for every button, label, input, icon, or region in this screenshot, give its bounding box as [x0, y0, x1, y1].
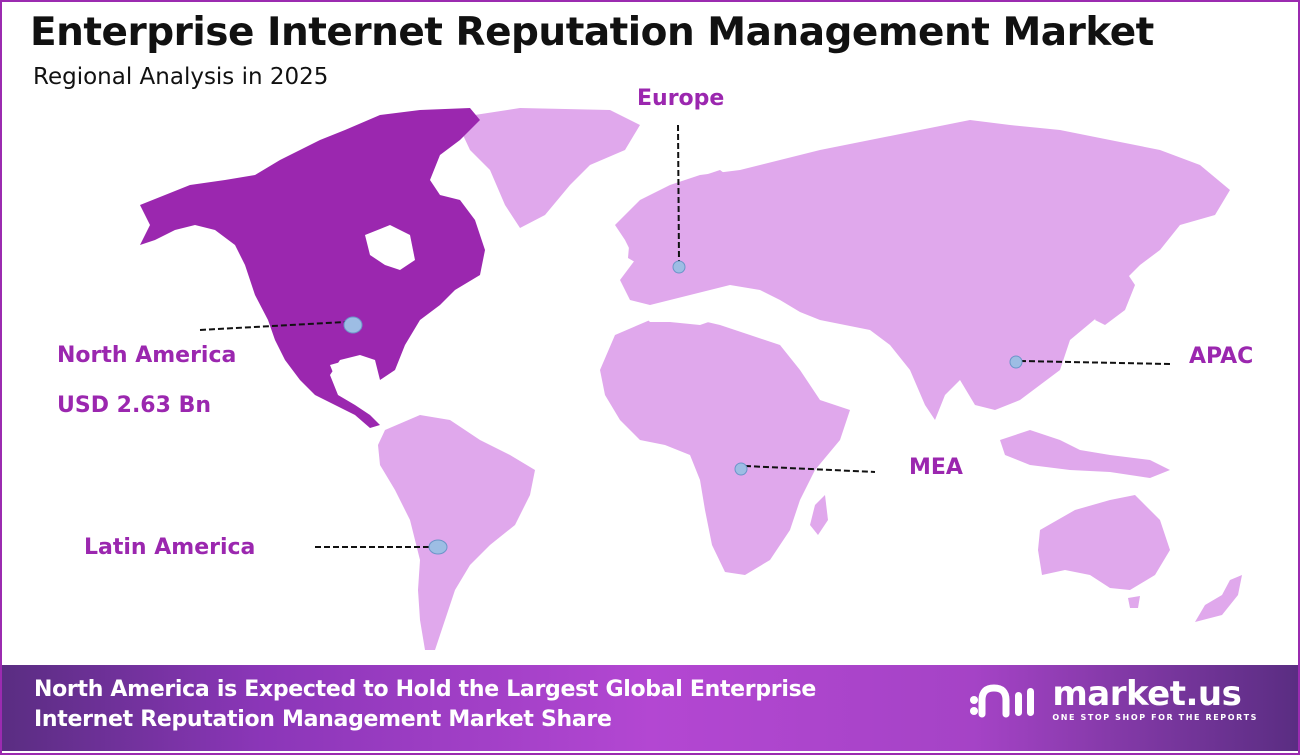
footer-banner: North America is Expected to Hold the La…	[2, 665, 1298, 751]
hudson-bay	[365, 225, 415, 270]
scandinavia-shape	[665, 170, 740, 240]
europe-label: Europe	[637, 86, 725, 111]
mediterranean-sea	[640, 305, 720, 325]
footer-line-1: North America is Expected to Hold the La…	[34, 677, 817, 702]
europe-leader-line	[677, 124, 680, 263]
footer-statement: North America is Expected to Hold the La…	[34, 675, 816, 735]
market-us-logo-icon	[970, 683, 1035, 717]
footer-line-2: Internet Reputation Management Market Sh…	[34, 707, 612, 732]
apac-label: APAC	[1189, 344, 1254, 369]
mea-leader-line	[744, 465, 876, 473]
europe-marker[interactable]	[672, 260, 686, 274]
logo-tagline: ONE STOP SHOP FOR THE REPORTS	[1052, 713, 1258, 722]
tasmania-shape	[1128, 596, 1140, 608]
japan-shape	[1095, 270, 1135, 325]
africa-shape[interactable]	[600, 318, 850, 575]
page-title: Enterprise Internet Reputation Managemen…	[30, 10, 1154, 55]
latin-america-marker[interactable]	[428, 539, 448, 555]
australia-shape[interactable]	[1038, 495, 1170, 590]
madagascar-shape	[810, 495, 828, 535]
world-map	[140, 108, 1242, 650]
logo-wordmark: market.us	[1052, 674, 1242, 714]
apac-marker[interactable]	[1009, 355, 1023, 369]
apac-leader-line	[1019, 360, 1171, 365]
north-america-marker[interactable]	[343, 316, 363, 334]
mea-label: MEA	[909, 455, 963, 480]
north-america-label: North America	[57, 343, 237, 368]
gulf-of-mexico	[330, 358, 375, 385]
eurasia-shape[interactable]	[615, 120, 1230, 420]
north-america-leader-line	[199, 321, 346, 331]
latin-america-label: Latin America	[84, 535, 256, 560]
uk-shape	[628, 228, 650, 265]
page-subtitle: Regional Analysis in 2025	[33, 64, 329, 90]
greenland-shape	[455, 108, 640, 228]
north-america-shape[interactable]	[140, 108, 485, 428]
new-zealand-shape	[1195, 575, 1242, 622]
mea-marker[interactable]	[734, 462, 748, 476]
indonesia-shape	[1000, 430, 1170, 478]
north-america-value: USD 2.63 Bn	[57, 393, 211, 418]
south-america-shape[interactable]	[378, 415, 535, 650]
market-us-logo[interactable]: market.us ONE STOP SHOP FOR THE REPORTS	[968, 677, 1258, 722]
